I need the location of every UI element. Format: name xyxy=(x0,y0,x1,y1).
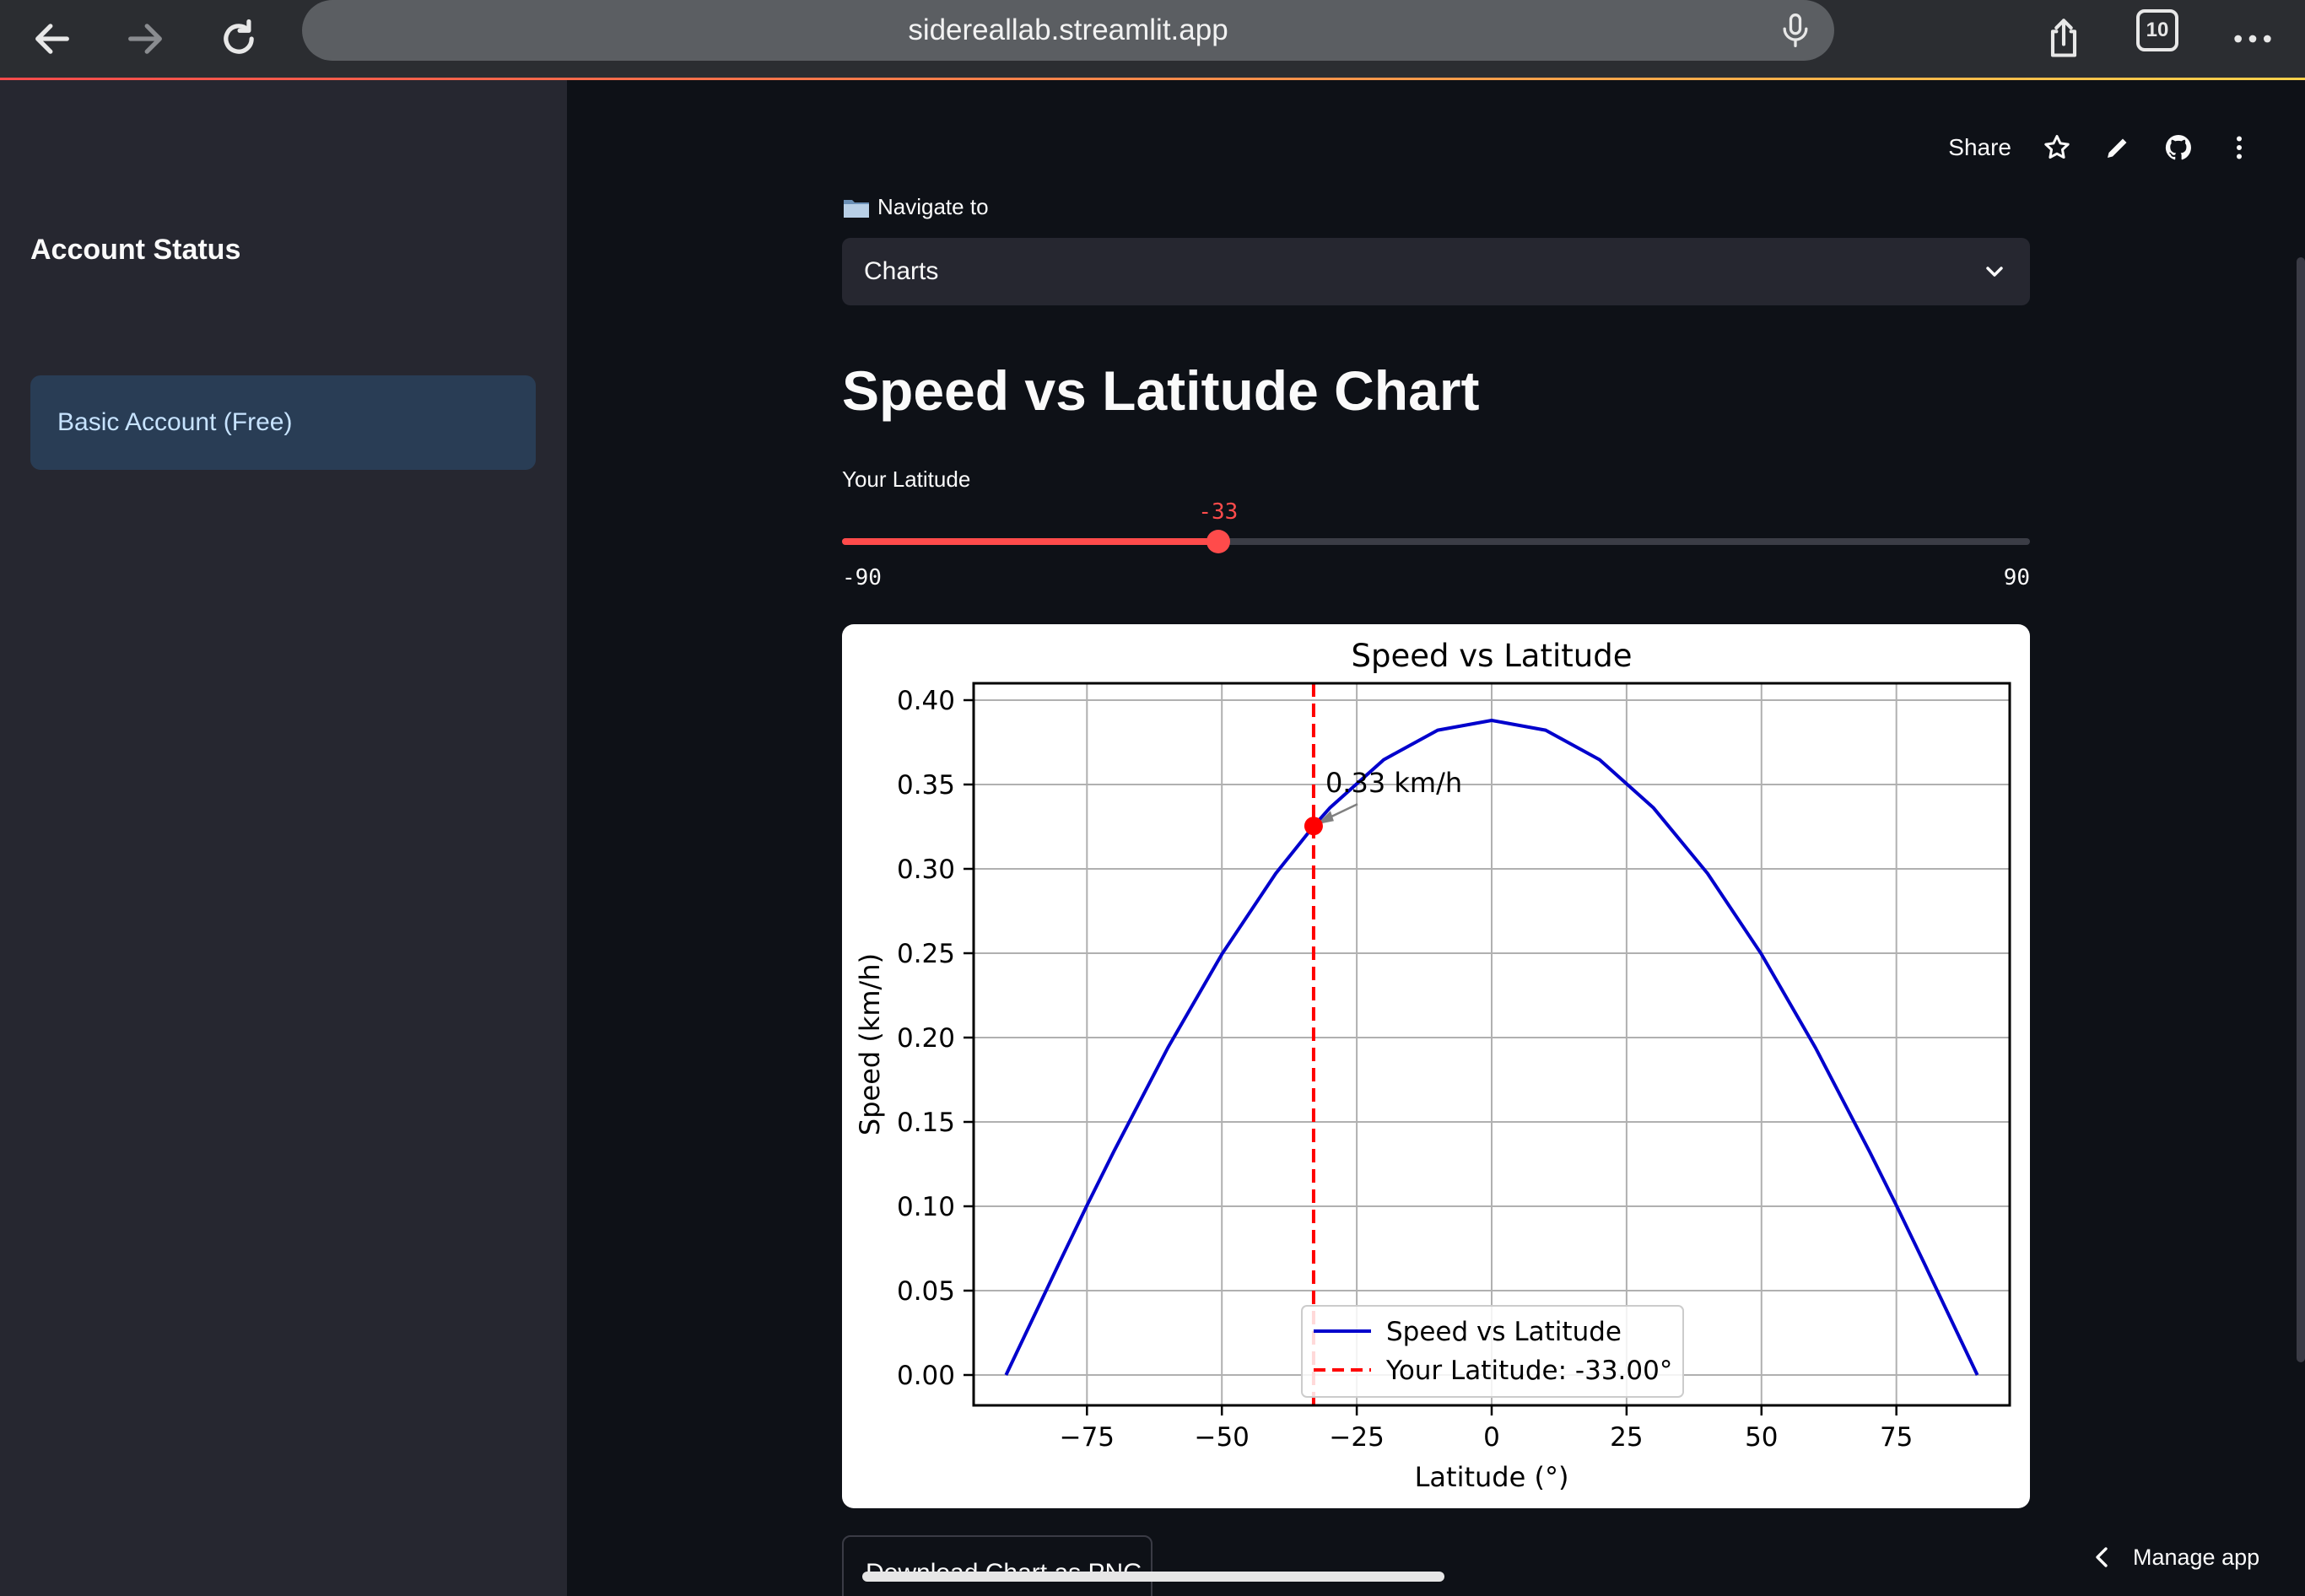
navigate-label: Navigate to xyxy=(842,194,989,220)
manage-app-button[interactable]: Manage app xyxy=(2092,1540,2259,1574)
x-tick-label: 75 xyxy=(1880,1422,1913,1453)
x-tick-label: 50 xyxy=(1745,1422,1778,1453)
latitude-slider-thumb[interactable] xyxy=(1206,530,1230,553)
x-tick-label: 0 xyxy=(1483,1422,1500,1453)
navigate-label-text: Navigate to xyxy=(877,194,989,219)
forward-button[interactable] xyxy=(111,5,179,73)
scrollbar[interactable] xyxy=(2297,257,2305,1362)
x-axis-label: Latitude (°) xyxy=(1415,1461,1569,1493)
kebab-menu-icon[interactable] xyxy=(2224,132,2254,163)
back-button[interactable] xyxy=(19,5,86,73)
url-text: sidereallab.streamlit.app xyxy=(908,13,1228,46)
arrow-left-icon xyxy=(35,24,69,54)
ellipsis-icon xyxy=(2234,35,2271,43)
legend-label-1: Speed vs Latitude xyxy=(1386,1317,1622,1347)
y-tick-label: 0.05 xyxy=(897,1276,955,1307)
chevron-left-icon xyxy=(2096,1547,2108,1567)
share-icon xyxy=(2050,19,2077,57)
tabs-button[interactable]: 10 xyxy=(2136,9,2178,51)
series-line-1 xyxy=(1004,719,1979,1376)
y-tick-label: 0.10 xyxy=(897,1192,955,1222)
y-tick-label: 0.40 xyxy=(897,686,955,716)
share-page-button[interactable] xyxy=(2030,5,2097,73)
y-tick-label: 0.00 xyxy=(897,1361,955,1391)
browser-toolbar: sidereallab.streamlit.app 10 xyxy=(0,0,2305,80)
account-status-text: Basic Account (Free) xyxy=(57,408,293,436)
sidebar-title: Account Status xyxy=(30,234,241,266)
navigate-select-value: Charts xyxy=(864,257,939,285)
reload-icon xyxy=(224,19,254,54)
latitude-slider-max: 90 xyxy=(2003,565,2030,590)
y-tick-label: 0.35 xyxy=(897,770,955,801)
reload-button[interactable] xyxy=(205,5,273,73)
latitude-slider[interactable] xyxy=(842,530,2030,553)
latitude-slider-fill xyxy=(842,538,1218,545)
star-icon[interactable] xyxy=(2042,132,2072,163)
github-icon[interactable] xyxy=(2163,132,2194,163)
y-tick-label: 0.20 xyxy=(897,1023,955,1054)
latitude-slider-min: -90 xyxy=(842,565,882,590)
annotation-label: 0.33 km/h xyxy=(1325,767,1462,799)
y-axis-label: Speed (km/h) xyxy=(854,953,886,1135)
download-chart-button[interactable]: Download Chart as PNG xyxy=(842,1535,1152,1596)
navigate-select[interactable]: Charts xyxy=(842,238,2030,305)
microphone-icon[interactable] xyxy=(1777,12,1814,49)
chart-title: Speed vs Latitude xyxy=(1352,638,1633,674)
arrow-right-icon xyxy=(128,24,162,54)
legend-label-2: Your Latitude: -33.00° xyxy=(1385,1356,1672,1386)
main-content: Share Navigate to Charts Speed vs Latitu… xyxy=(567,80,2305,1596)
latitude-slider-label: Your Latitude xyxy=(842,466,971,492)
legend-box xyxy=(1301,1305,1684,1398)
sidebar: Account Status Basic Account (Free) xyxy=(0,80,567,1596)
chart-legend: Speed vs Latitude Your Latitude: -33.00° xyxy=(1301,1305,1684,1398)
y-tick-label: 0.30 xyxy=(897,855,955,885)
more-menu-button[interactable] xyxy=(2219,5,2286,73)
y-tick-label: 0.25 xyxy=(897,939,955,969)
y-tick-label: 0.15 xyxy=(897,1108,955,1138)
current-latitude-marker xyxy=(1304,817,1323,836)
page-title: Speed vs Latitude Chart xyxy=(842,359,1480,422)
chart-svg: 0.33 km/h −75 −50 −25 0 25 50 75 0.00 0.05 0.10 0.1… xyxy=(854,638,2011,1493)
share-button[interactable]: Share xyxy=(1948,134,2011,160)
pencil-icon[interactable] xyxy=(2103,132,2133,163)
x-tick-label: −75 xyxy=(1060,1422,1115,1453)
x-tick-label: 25 xyxy=(1610,1422,1643,1453)
home-indicator xyxy=(862,1572,1444,1582)
decoration-line xyxy=(0,78,2305,80)
chevron-down-icon xyxy=(1986,267,2003,277)
folder-icon xyxy=(844,199,869,218)
account-status-box: Basic Account (Free) xyxy=(30,375,536,470)
app-toolbar: Share xyxy=(1948,122,2254,173)
x-tick-label: −25 xyxy=(1329,1422,1384,1453)
address-bar[interactable]: sidereallab.streamlit.app xyxy=(302,0,1834,61)
manage-app-label: Manage app xyxy=(2133,1544,2260,1570)
x-tick-label: −50 xyxy=(1194,1422,1249,1453)
speed-latitude-chart: 0.33 km/h −75 −50 −25 0 25 50 75 0.00 0.05 0.10 0.1… xyxy=(842,624,2030,1508)
latitude-slider-value: -33 xyxy=(1198,499,1239,525)
